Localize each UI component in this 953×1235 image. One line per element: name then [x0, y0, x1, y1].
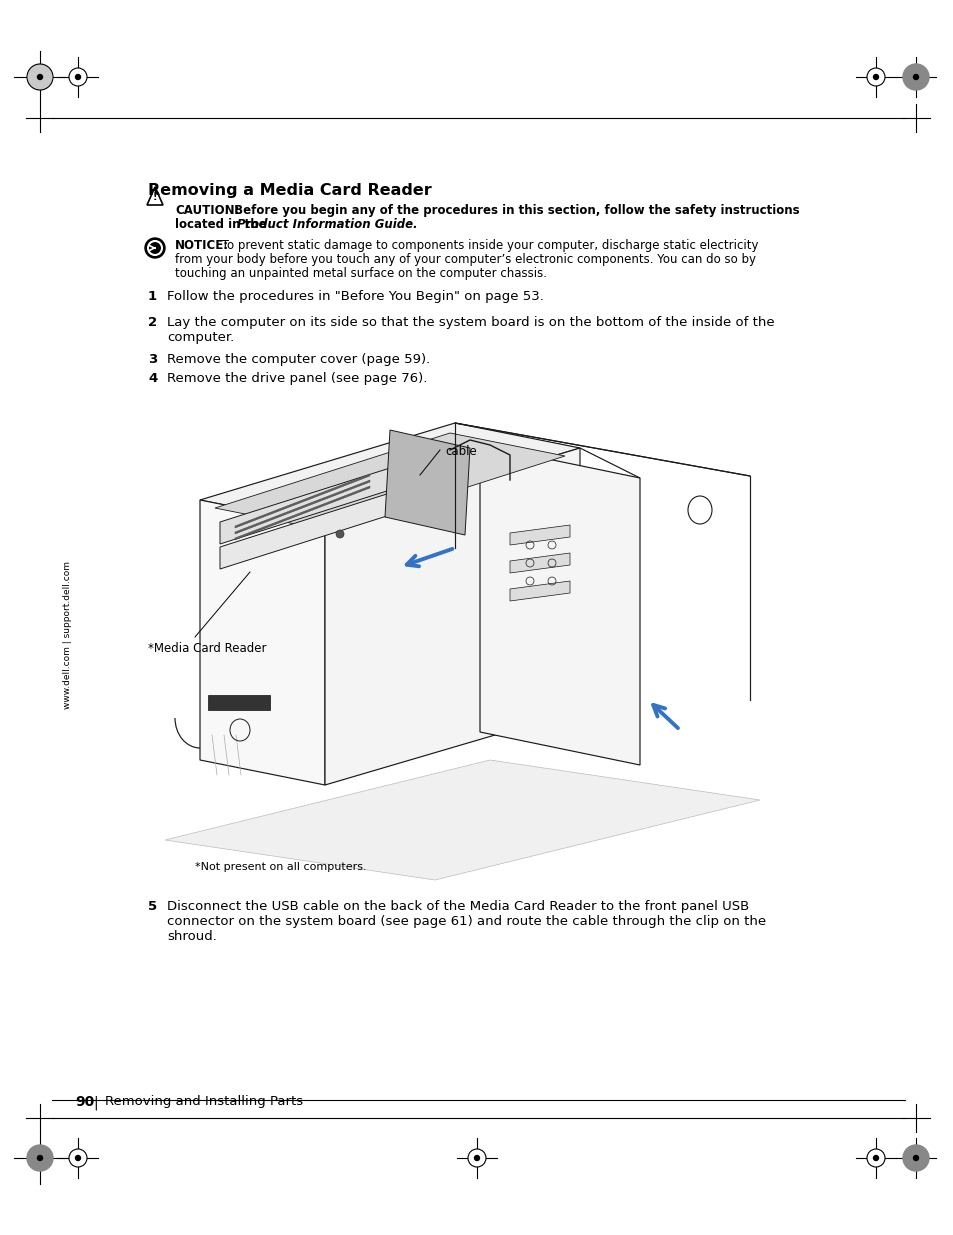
Text: shroud.: shroud.: [167, 930, 216, 944]
Text: www.dell.com | support.dell.com: www.dell.com | support.dell.com: [64, 561, 72, 709]
Text: *Media Card Reader: *Media Card Reader: [148, 642, 266, 655]
Text: located in the: located in the: [174, 219, 271, 231]
Text: 5: 5: [148, 900, 157, 913]
Text: Lay the computer on its side so that the system board is on the bottom of the in: Lay the computer on its side so that the…: [167, 316, 774, 329]
Circle shape: [468, 1149, 485, 1167]
Polygon shape: [479, 445, 639, 764]
Polygon shape: [510, 580, 569, 601]
Polygon shape: [234, 480, 370, 534]
Circle shape: [27, 64, 53, 90]
Circle shape: [335, 530, 344, 538]
Text: 2: 2: [148, 316, 157, 329]
Polygon shape: [220, 493, 390, 569]
Circle shape: [148, 241, 162, 254]
Circle shape: [913, 74, 918, 79]
Text: Before you begin any of the procedures in this section, follow the safety instru: Before you begin any of the procedures i…: [230, 204, 799, 217]
Text: Follow the procedures in "Before You Begin" on page 53.: Follow the procedures in "Before You Beg…: [167, 290, 543, 303]
Circle shape: [145, 238, 165, 258]
Text: 4: 4: [148, 372, 157, 385]
Polygon shape: [510, 525, 569, 545]
Text: 1: 1: [148, 290, 157, 303]
Circle shape: [902, 64, 928, 90]
Circle shape: [37, 1156, 43, 1161]
Text: CAUTION:: CAUTION:: [174, 204, 239, 217]
Circle shape: [75, 1156, 80, 1161]
Circle shape: [474, 1156, 479, 1161]
Polygon shape: [208, 695, 270, 710]
Text: touching an unpainted metal surface on the computer chassis.: touching an unpainted metal surface on t…: [174, 267, 546, 280]
Text: 3: 3: [148, 353, 157, 366]
Polygon shape: [234, 487, 370, 540]
Text: Removing and Installing Parts: Removing and Installing Parts: [105, 1095, 303, 1108]
Circle shape: [37, 74, 43, 79]
Polygon shape: [234, 474, 370, 529]
Text: To prevent static damage to components inside your computer, discharge static el: To prevent static damage to components i…: [218, 240, 758, 252]
Circle shape: [27, 1145, 53, 1171]
Text: from your body before you touch any of your computer’s electronic components. Yo: from your body before you touch any of y…: [174, 253, 755, 266]
Circle shape: [69, 68, 87, 86]
Text: Removing a Media Card Reader: Removing a Media Card Reader: [148, 183, 432, 198]
Text: *Not present on all computers.: *Not present on all computers.: [194, 862, 366, 872]
Text: Disconnect the USB cable on the back of the Media Card Reader to the front panel: Disconnect the USB cable on the back of …: [167, 900, 748, 913]
Text: computer.: computer.: [167, 331, 234, 345]
Polygon shape: [165, 760, 760, 881]
Polygon shape: [385, 430, 470, 535]
Polygon shape: [325, 448, 579, 785]
Polygon shape: [220, 468, 390, 543]
Polygon shape: [579, 448, 639, 478]
Text: 90: 90: [75, 1095, 94, 1109]
Text: Remove the computer cover (page 59).: Remove the computer cover (page 59).: [167, 353, 430, 366]
Circle shape: [902, 1145, 928, 1171]
Polygon shape: [214, 433, 564, 531]
Circle shape: [75, 74, 80, 79]
Text: Product Information Guide.: Product Information Guide.: [236, 219, 417, 231]
Circle shape: [866, 1149, 884, 1167]
Text: cable: cable: [444, 445, 476, 458]
Text: connector on the system board (see page 61) and route the cable through the clip: connector on the system board (see page …: [167, 915, 765, 927]
Polygon shape: [200, 500, 325, 785]
Text: NOTICE:: NOTICE:: [174, 240, 229, 252]
Polygon shape: [200, 424, 579, 525]
Circle shape: [873, 1156, 878, 1161]
Circle shape: [69, 1149, 87, 1167]
Text: Remove the drive panel (see page 76).: Remove the drive panel (see page 76).: [167, 372, 427, 385]
Text: !: !: [152, 193, 157, 203]
Polygon shape: [510, 553, 569, 573]
Text: |: |: [92, 1095, 97, 1109]
Circle shape: [866, 68, 884, 86]
Circle shape: [873, 74, 878, 79]
Circle shape: [913, 1156, 918, 1161]
